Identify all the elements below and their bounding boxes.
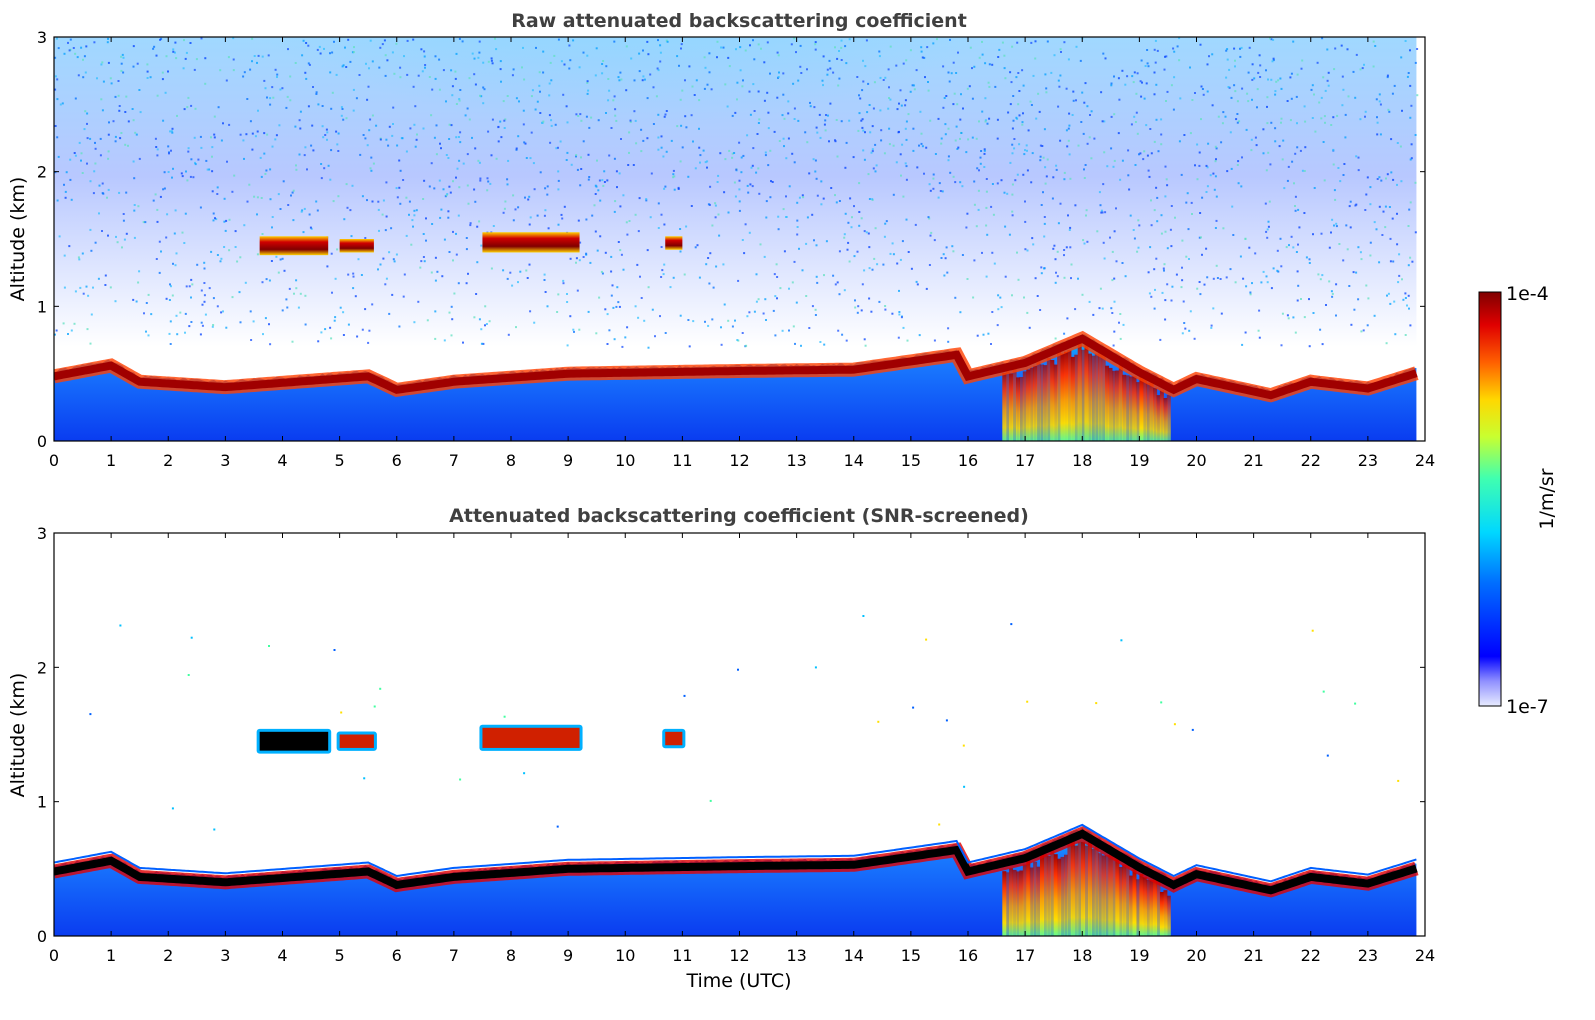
raw-panel-title: Raw attenuated backscattering coefficien… — [511, 10, 967, 32]
x-tick-label: 12 — [729, 946, 749, 965]
x-tick-label: 19 — [1129, 451, 1149, 470]
x-tick-label: 13 — [786, 946, 806, 965]
x-tick-label: 22 — [1301, 946, 1321, 965]
x-tick-label: 23 — [1358, 946, 1378, 965]
cloud-layer — [339, 239, 374, 253]
colorbar-gradient — [1478, 291, 1502, 707]
x-tick-label: 9 — [563, 946, 573, 965]
time-axis-label: Time (UTC) — [685, 970, 791, 992]
colorbar: 1e-4 1e-7 1/m/sr — [1478, 283, 1558, 718]
x-tick-label: 23 — [1358, 451, 1378, 470]
y-tick-label: 1 — [37, 793, 47, 812]
x-tick-label: 21 — [1243, 451, 1263, 470]
x-tick-label: 0 — [49, 451, 59, 470]
x-tick-label: 11 — [672, 451, 692, 470]
isolated-pixels — [89, 615, 1400, 831]
x-tick-label: 5 — [335, 946, 345, 965]
x-tick-label: 19 — [1129, 946, 1149, 965]
x-tick-label: 4 — [277, 451, 287, 470]
x-tick-label: 17 — [1015, 451, 1035, 470]
colorbar-min-label: 1e-7 — [1506, 696, 1549, 718]
x-tick-label: 15 — [901, 946, 921, 965]
cloud-layer — [482, 232, 580, 253]
x-tick-label: 2 — [163, 451, 173, 470]
screened-plot-area — [54, 615, 1419, 936]
x-tick-label: 6 — [392, 946, 402, 965]
y-tick-label: 3 — [37, 28, 47, 47]
raw-y-axis-label: Altitude (km) — [7, 177, 29, 302]
x-tick-label: 24 — [1415, 451, 1435, 470]
noise-speckle — [54, 37, 1419, 349]
raw-y-axis: 0 1 2 3 — [37, 28, 1425, 451]
x-tick-label: 14 — [844, 451, 864, 470]
screened-y-axis: 0 1 2 3 — [37, 524, 1425, 946]
x-tick-label: 2 — [163, 946, 173, 965]
screened-panel-title: Attenuated backscattering coefficient (S… — [449, 505, 1029, 527]
cloud-layer — [665, 236, 683, 250]
colorbar-unit-label: 1/m/sr — [1536, 468, 1558, 529]
x-tick-label: 16 — [958, 451, 978, 470]
fog-region — [1002, 342, 1171, 441]
screened-x-axis: 0 1 2 3 4 5 6 7 8 9 10 11 12 13 14 15 16 17 18 19 20 21 22 23 24 — [49, 533, 1435, 965]
x-tick-label: 9 — [563, 451, 573, 470]
y-tick-label: 1 — [37, 297, 47, 316]
x-tick-label: 1 — [106, 451, 116, 470]
screened-y-axis-label: Altitude (km) — [7, 673, 29, 798]
raw-plot-area — [54, 37, 1419, 441]
x-tick-label: 1 — [106, 946, 116, 965]
noise-glow — [245, 37, 1006, 267]
y-tick-label: 0 — [37, 927, 47, 946]
y-tick-label: 2 — [37, 163, 47, 182]
boundary-layer-top — [54, 334, 1418, 400]
x-tick-label: 5 — [335, 451, 345, 470]
x-tick-label: 20 — [1186, 451, 1206, 470]
x-tick-label: 10 — [615, 451, 635, 470]
boundary-layer-top — [54, 829, 1418, 895]
fog-region — [1002, 838, 1171, 936]
cloud-layer — [339, 734, 374, 748]
x-tick-label: 8 — [506, 946, 516, 965]
x-tick-label: 15 — [901, 451, 921, 470]
raw-backscatter-panel: Raw attenuated backscattering coefficien… — [7, 10, 1435, 470]
x-tick-label: 3 — [220, 946, 230, 965]
boundary-layer-edge — [54, 823, 1417, 883]
x-tick-label: 20 — [1186, 946, 1206, 965]
x-tick-label: 17 — [1015, 946, 1035, 965]
y-tick-label: 0 — [37, 432, 47, 451]
x-tick-label: 12 — [729, 451, 749, 470]
x-tick-label: 10 — [615, 946, 635, 965]
x-tick-label: 16 — [958, 946, 978, 965]
x-tick-label: 13 — [786, 451, 806, 470]
y-tick-label: 2 — [37, 658, 47, 677]
cloud-layer — [259, 236, 329, 256]
cloud-layer — [665, 731, 683, 746]
x-tick-label: 3 — [220, 451, 230, 470]
raw-x-axis: 0 1 2 3 4 5 6 7 8 9 10 11 12 13 14 15 16 17 18 19 20 21 22 23 24 — [49, 37, 1435, 470]
x-tick-label: 7 — [449, 946, 459, 965]
cloud-layer — [259, 731, 329, 751]
x-tick-label: 24 — [1415, 946, 1435, 965]
x-tick-label: 14 — [844, 946, 864, 965]
x-tick-label: 18 — [1072, 451, 1092, 470]
x-tick-label: 22 — [1301, 451, 1321, 470]
x-tick-label: 0 — [49, 946, 59, 965]
x-tick-label: 4 — [277, 946, 287, 965]
screened-backscatter-panel: Attenuated backscattering coefficient (S… — [7, 505, 1435, 992]
x-tick-label: 6 — [392, 451, 402, 470]
cloud-layer — [482, 727, 580, 748]
y-tick-label: 3 — [37, 524, 47, 543]
x-tick-label: 18 — [1072, 946, 1092, 965]
x-tick-label: 11 — [672, 946, 692, 965]
x-tick-label: 7 — [449, 451, 459, 470]
colorbar-max-label: 1e-4 — [1506, 283, 1549, 305]
x-tick-label: 21 — [1243, 946, 1263, 965]
x-tick-label: 8 — [506, 451, 516, 470]
